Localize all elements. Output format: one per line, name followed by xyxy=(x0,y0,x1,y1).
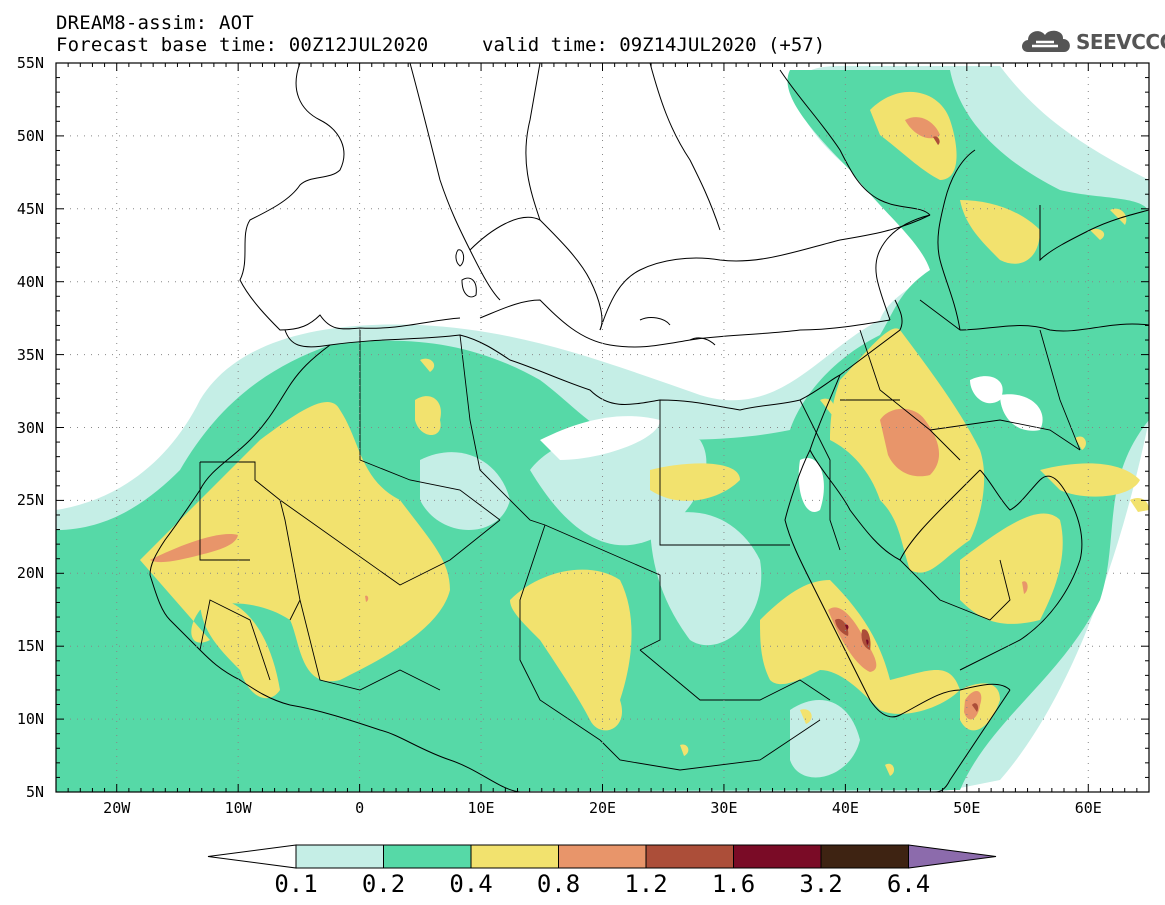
lon-label: 60E xyxy=(1074,799,1102,817)
colorbar-label: 1.6 xyxy=(711,870,756,898)
lat-label: 10N xyxy=(16,710,44,729)
colorbar-swatch xyxy=(820,844,909,869)
lon-label: 0 xyxy=(355,799,365,817)
lon-label: 50E xyxy=(953,799,981,817)
colorbar-label: 0.8 xyxy=(536,870,581,898)
colorbar xyxy=(207,844,997,869)
colorbar-label: 3.2 xyxy=(799,870,843,898)
lon-label: 40E xyxy=(831,799,859,817)
cloud-icon xyxy=(1022,30,1070,52)
colorbar-label: 0.4 xyxy=(449,870,493,898)
aot-field xyxy=(56,66,1149,792)
lat-label: 55N xyxy=(16,54,44,72)
colorbar-swatch xyxy=(295,844,384,869)
lon-label: 30E xyxy=(710,799,738,817)
lat-label: 50N xyxy=(16,126,44,145)
axis-ticks xyxy=(55,62,1150,793)
lat-label: 5N xyxy=(25,783,44,801)
lat-label: 15N xyxy=(16,637,44,656)
colorbar-swatch xyxy=(645,844,734,869)
colorbar-over-arrow xyxy=(908,844,997,869)
colorbar-swatch xyxy=(558,844,647,869)
colorbar-label: 6.4 xyxy=(886,870,931,898)
lat-label: 20N xyxy=(16,564,44,583)
lon-label: 10W xyxy=(224,799,252,817)
colorbar-swatch xyxy=(733,844,822,869)
lon-label: 20W xyxy=(103,799,131,817)
lon-label: 20E xyxy=(588,799,617,817)
chart-title: DREAM8-assim: AOT xyxy=(56,12,254,34)
base-time: Forecast base time: 00Z12JUL2020 xyxy=(56,34,429,56)
lat-label: 25N xyxy=(16,491,44,510)
contour-1.2 xyxy=(835,136,979,712)
logo-text: SEEVCCC xyxy=(1076,30,1165,54)
colorbar-swatch xyxy=(470,844,559,869)
lon-label: 10E xyxy=(467,799,495,817)
colorbar-label: 0.2 xyxy=(361,870,406,898)
lat-label: 45N xyxy=(16,199,44,218)
colorbar-label: 0.1 xyxy=(274,870,318,898)
seevccc-logo: SEEVCCC xyxy=(1018,24,1165,58)
coastlines xyxy=(149,63,1149,792)
contour-1.6 xyxy=(845,624,869,645)
lat-label: 35N xyxy=(16,345,44,364)
borders xyxy=(199,299,1081,771)
graticule xyxy=(56,63,1149,792)
lat-label: 30N xyxy=(16,418,44,437)
lat-label: 40N xyxy=(16,272,44,291)
colorbar-under-arrow xyxy=(207,844,297,869)
colorbar-swatch xyxy=(383,844,472,869)
valid-time: valid time: 09Z14JUL2020 (+57) xyxy=(482,34,826,56)
colorbar-label: 1.2 xyxy=(624,870,668,898)
